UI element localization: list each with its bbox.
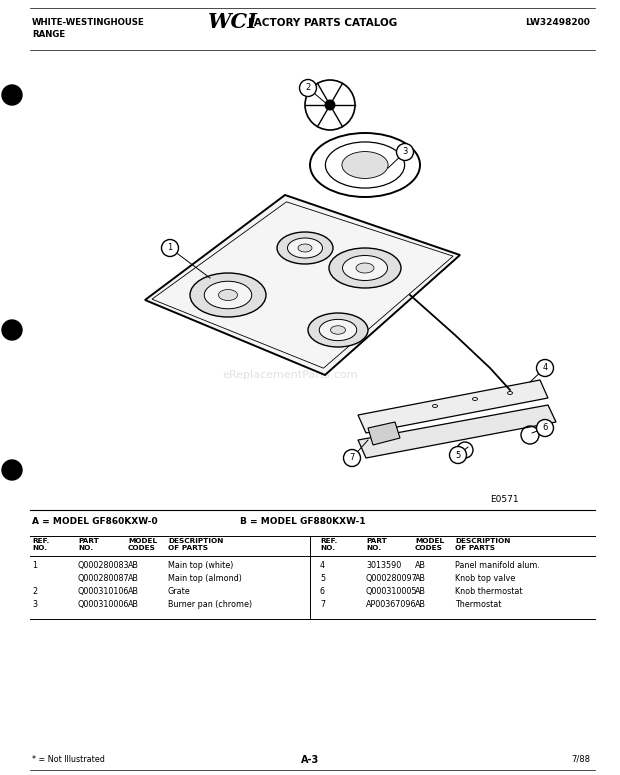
Ellipse shape bbox=[356, 263, 374, 273]
Text: PART
NO.: PART NO. bbox=[78, 538, 99, 551]
Text: AB: AB bbox=[415, 561, 426, 570]
Circle shape bbox=[343, 449, 360, 467]
Ellipse shape bbox=[298, 244, 312, 252]
Text: 6: 6 bbox=[320, 587, 325, 596]
Text: Thermostat: Thermostat bbox=[455, 600, 502, 609]
Ellipse shape bbox=[308, 313, 368, 347]
Ellipse shape bbox=[288, 238, 322, 258]
Text: 2: 2 bbox=[32, 587, 37, 596]
Text: Main top (white): Main top (white) bbox=[168, 561, 233, 570]
Ellipse shape bbox=[319, 319, 356, 341]
Text: PART
NO.: PART NO. bbox=[366, 538, 387, 551]
Text: AB: AB bbox=[415, 600, 426, 609]
Text: AB: AB bbox=[415, 574, 426, 583]
Circle shape bbox=[536, 360, 554, 377]
Text: RANGE: RANGE bbox=[32, 30, 65, 39]
Circle shape bbox=[324, 99, 335, 111]
Text: Knob top valve: Knob top valve bbox=[455, 574, 515, 583]
Text: 7/88: 7/88 bbox=[571, 755, 590, 764]
Circle shape bbox=[2, 85, 22, 105]
Text: Q000310006: Q000310006 bbox=[78, 600, 130, 609]
Ellipse shape bbox=[218, 290, 237, 301]
Text: REF.
NO.: REF. NO. bbox=[320, 538, 337, 551]
Text: WCI: WCI bbox=[208, 12, 258, 32]
Circle shape bbox=[161, 239, 179, 257]
Text: AP00367096: AP00367096 bbox=[366, 600, 417, 609]
Text: 5: 5 bbox=[455, 450, 461, 460]
Circle shape bbox=[305, 80, 355, 130]
Text: AB: AB bbox=[415, 587, 426, 596]
Ellipse shape bbox=[277, 232, 333, 264]
Text: E0571: E0571 bbox=[490, 495, 518, 504]
Text: DESCRIPTION
OF PARTS: DESCRIPTION OF PARTS bbox=[455, 538, 510, 551]
Circle shape bbox=[2, 320, 22, 340]
Text: LW32498200: LW32498200 bbox=[525, 18, 590, 27]
Text: Q000280087: Q000280087 bbox=[78, 574, 130, 583]
Text: 4: 4 bbox=[320, 561, 325, 570]
Text: AB: AB bbox=[128, 600, 139, 609]
Text: Panel manifold alum.: Panel manifold alum. bbox=[455, 561, 540, 570]
Text: Q000280083: Q000280083 bbox=[78, 561, 130, 570]
Text: 1: 1 bbox=[32, 561, 37, 570]
Text: * = Not Illustrated: * = Not Illustrated bbox=[32, 755, 105, 764]
Text: Knob thermostat: Knob thermostat bbox=[455, 587, 523, 596]
Text: AB: AB bbox=[128, 587, 139, 596]
Polygon shape bbox=[358, 405, 556, 458]
Circle shape bbox=[397, 143, 414, 160]
Text: 6: 6 bbox=[542, 423, 547, 432]
Text: Q000310106: Q000310106 bbox=[78, 587, 130, 596]
Ellipse shape bbox=[330, 326, 345, 334]
Text: MODEL
CODES: MODEL CODES bbox=[128, 538, 157, 551]
Circle shape bbox=[2, 460, 22, 480]
Text: DESCRIPTION
OF PARTS: DESCRIPTION OF PARTS bbox=[168, 538, 223, 551]
Ellipse shape bbox=[342, 256, 388, 281]
Text: eReplacementParts.com: eReplacementParts.com bbox=[222, 370, 358, 380]
Text: REF.
NO.: REF. NO. bbox=[32, 538, 50, 551]
Circle shape bbox=[536, 419, 554, 436]
Text: AB: AB bbox=[128, 574, 139, 583]
Polygon shape bbox=[368, 422, 400, 445]
Text: 1: 1 bbox=[167, 243, 172, 253]
Text: Burner pan (chrome): Burner pan (chrome) bbox=[168, 600, 252, 609]
Circle shape bbox=[299, 80, 316, 97]
Text: Q000310005: Q000310005 bbox=[366, 587, 417, 596]
Text: 7: 7 bbox=[320, 600, 325, 609]
Text: 3013590: 3013590 bbox=[366, 561, 401, 570]
Text: 5: 5 bbox=[320, 574, 325, 583]
Text: 2: 2 bbox=[306, 84, 311, 92]
Text: MODEL
CODES: MODEL CODES bbox=[415, 538, 444, 551]
Text: Q000280097: Q000280097 bbox=[366, 574, 418, 583]
Ellipse shape bbox=[329, 248, 401, 288]
Circle shape bbox=[450, 446, 466, 463]
Text: FACTORY PARTS CATALOG: FACTORY PARTS CATALOG bbox=[248, 18, 397, 28]
Text: 3: 3 bbox=[402, 147, 408, 157]
Text: WHITE-WESTINGHOUSE: WHITE-WESTINGHOUSE bbox=[32, 18, 144, 27]
Ellipse shape bbox=[190, 273, 266, 317]
Polygon shape bbox=[358, 380, 548, 433]
Text: 3: 3 bbox=[32, 600, 37, 609]
Text: B = MODEL GF880KXW-1: B = MODEL GF880KXW-1 bbox=[240, 517, 366, 526]
Text: Main top (almond): Main top (almond) bbox=[168, 574, 242, 583]
Text: A = MODEL GF860KXW-0: A = MODEL GF860KXW-0 bbox=[32, 517, 157, 526]
Polygon shape bbox=[145, 195, 460, 375]
Text: 7: 7 bbox=[349, 453, 355, 463]
Ellipse shape bbox=[342, 152, 388, 178]
Text: Grate: Grate bbox=[168, 587, 191, 596]
Text: A-3: A-3 bbox=[301, 755, 319, 765]
Ellipse shape bbox=[204, 281, 252, 308]
Text: 4: 4 bbox=[542, 363, 547, 373]
Text: AB: AB bbox=[128, 561, 139, 570]
